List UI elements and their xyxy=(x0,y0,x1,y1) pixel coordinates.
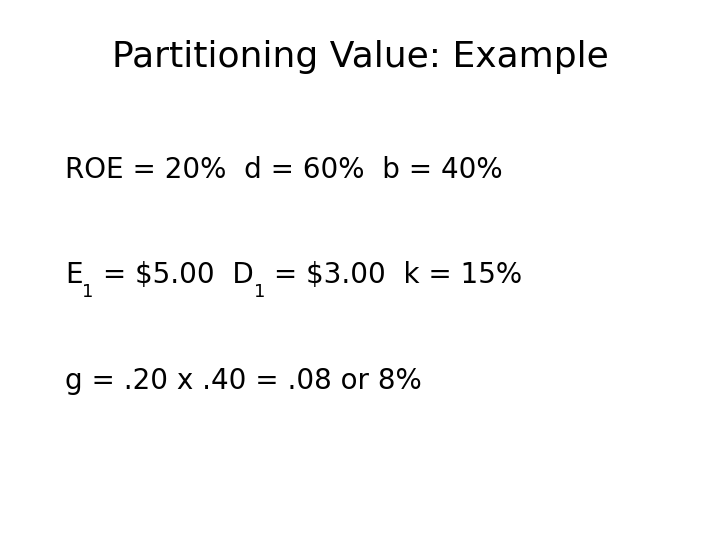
Text: g = .20 x .40 = .08 or 8%: g = .20 x .40 = .08 or 8% xyxy=(65,367,421,395)
Text: E: E xyxy=(65,261,82,289)
Text: Partitioning Value: Example: Partitioning Value: Example xyxy=(112,40,608,73)
Text: ROE = 20%  d = 60%  b = 40%: ROE = 20% d = 60% b = 40% xyxy=(65,156,503,184)
Text: 1: 1 xyxy=(253,282,265,301)
Text: = $5.00  D: = $5.00 D xyxy=(94,261,253,289)
Text: = $3.00  k = 15%: = $3.00 k = 15% xyxy=(265,261,522,289)
Text: 1: 1 xyxy=(82,282,94,301)
